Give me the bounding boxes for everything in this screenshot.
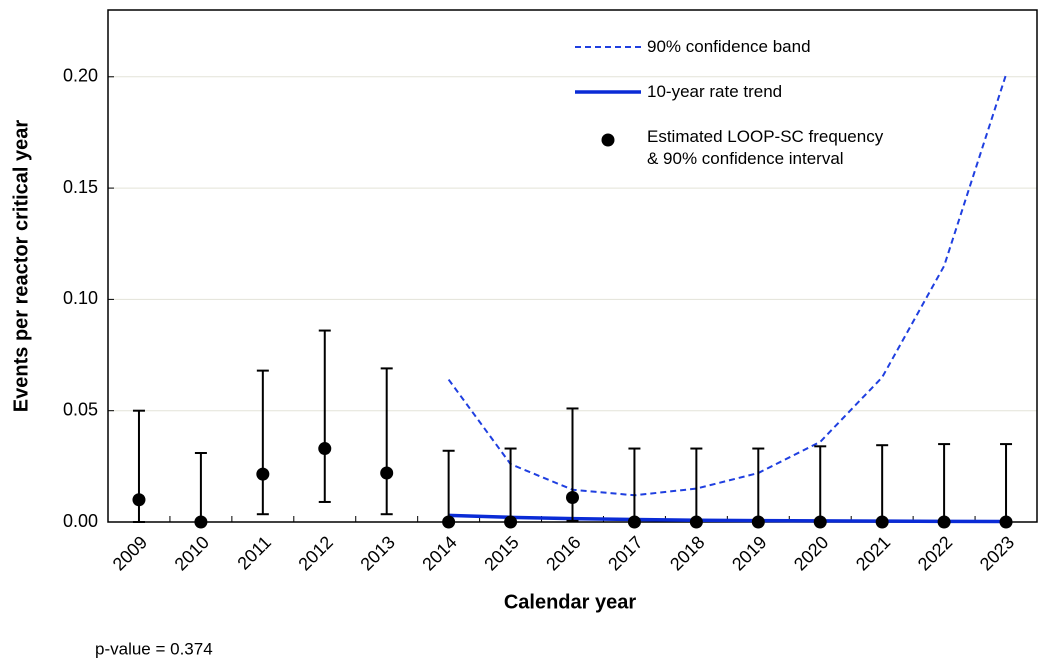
legend-label: 90% confidence band — [647, 37, 811, 56]
x-tick-label: 2011 — [234, 532, 276, 574]
point — [875, 515, 889, 529]
y-tick-label: 0.10 — [63, 288, 98, 308]
plot-frame — [107, 9, 1038, 523]
x-tick-label: 2012 — [294, 532, 336, 574]
annotation: p-value = 0.374 — [95, 639, 213, 658]
legend-label: 10-year rate trend — [647, 82, 783, 101]
x-axis-label: Calendar year — [504, 591, 637, 613]
point — [627, 515, 641, 529]
point — [689, 515, 703, 529]
x-tick-label: 2014 — [418, 532, 460, 574]
point — [504, 515, 518, 529]
x-tick-label: 2019 — [728, 532, 770, 574]
x-tick-label: 2021 — [852, 532, 894, 574]
x-tick-label: 2015 — [480, 532, 522, 574]
x-tick-label: 2017 — [604, 532, 646, 574]
x-tick-label: 2022 — [914, 532, 956, 574]
point — [813, 515, 827, 529]
x-tick-label: 2016 — [542, 532, 584, 574]
x-tick-label: 2020 — [790, 532, 832, 574]
series-line — [448, 513, 1007, 524]
point — [256, 467, 270, 481]
y-tick-label: 0.20 — [63, 66, 98, 86]
y-axis-label: Events per reactor critical year — [10, 120, 32, 413]
y-tick-label: 0.05 — [63, 399, 98, 419]
legend-marker — [601, 133, 615, 147]
y-tick-label: 0.00 — [63, 511, 98, 531]
legend-label: Estimated LOOP-SC frequency & 90% confid… — [647, 127, 884, 168]
point — [380, 466, 394, 480]
series-line — [447, 74, 1007, 497]
x-tick-label: 2009 — [109, 532, 151, 574]
point — [442, 515, 456, 529]
point — [751, 515, 765, 529]
x-tick-label: 2018 — [666, 532, 708, 574]
point — [999, 515, 1013, 529]
point — [566, 491, 579, 505]
x-tick-label: 2013 — [356, 532, 398, 574]
x-tick-label: 2023 — [976, 532, 1018, 574]
point — [318, 442, 332, 456]
point — [132, 493, 146, 507]
x-tick-label: 2010 — [171, 532, 213, 574]
point — [194, 515, 208, 529]
point — [937, 515, 951, 529]
y-tick-label: 0.15 — [63, 177, 98, 197]
